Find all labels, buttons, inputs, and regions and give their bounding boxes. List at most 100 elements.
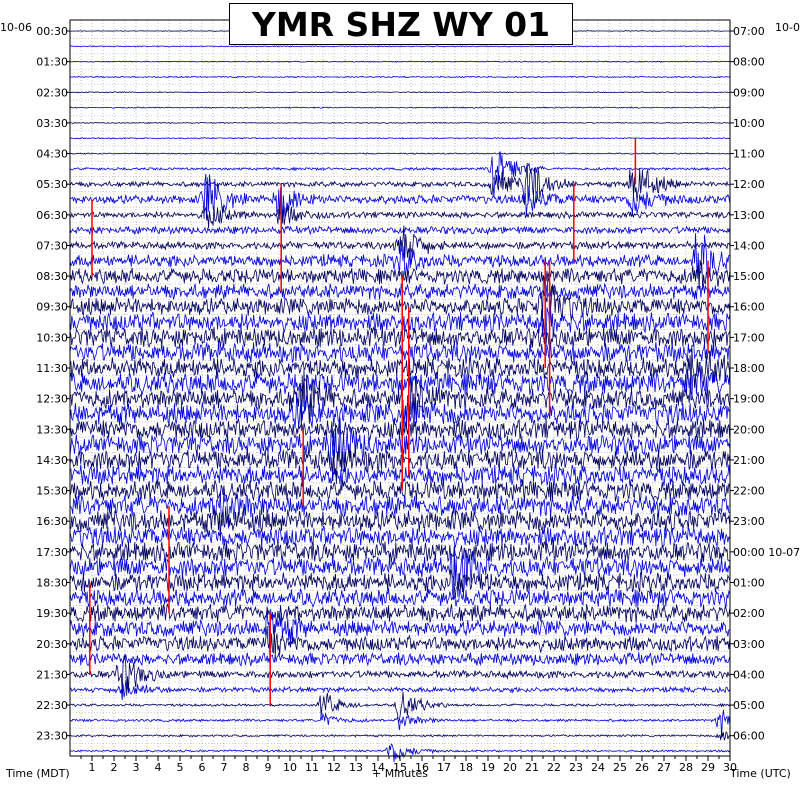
seismogram-trace (69, 225, 731, 265)
seismogram-trace (69, 306, 731, 347)
x-tick-label: 26 (635, 761, 649, 774)
right-time-label: 23:00 (733, 515, 765, 528)
seismogram-trace (69, 569, 731, 599)
right-time-label: 06:00 (733, 730, 765, 743)
seismogram-trace (69, 151, 730, 198)
left-time-label: 14:30 (36, 454, 68, 467)
event-markers (89, 138, 709, 706)
right-time-label: 02:00 (733, 607, 765, 620)
seismogram-trace (69, 602, 731, 623)
left-time-label: 11:30 (36, 362, 68, 375)
left-time-label: 07:30 (36, 239, 68, 252)
x-tick-label: 29 (701, 761, 715, 774)
left-time-label: 12:30 (36, 393, 68, 406)
right-date-label: 10-0 (775, 21, 800, 34)
x-tick-label: 13 (349, 761, 363, 774)
x-tick-label: 8 (243, 761, 250, 774)
x-axis-title: + Minutes (372, 767, 428, 780)
seismogram-trace (70, 368, 731, 431)
seismogram-trace (69, 282, 730, 301)
seismogram-trace (69, 709, 731, 738)
left-time-label: 17:30 (36, 546, 68, 559)
seismogram-trace (69, 274, 731, 322)
x-tick-label: 10 (283, 761, 297, 774)
x-tick-label: 30 (723, 761, 737, 774)
seismogram-trace (69, 106, 730, 109)
seismogram-trace (69, 464, 731, 487)
seismogram-trace (69, 91, 730, 94)
left-time-label: 01:30 (36, 56, 68, 69)
right-time-label: 00:00 10-07 (733, 546, 800, 559)
right-time-label: 11:00 (733, 148, 765, 161)
x-tick-label: 2 (111, 761, 118, 774)
left-time-label: 04:30 (36, 148, 68, 161)
seismogram-trace (69, 525, 731, 548)
left-time-label: 09:30 (36, 301, 68, 314)
left-time-label: 10:30 (36, 331, 68, 344)
seismogram-trace (69, 348, 731, 394)
right-time-label: 10:00 (733, 117, 765, 130)
seismogram-trace (69, 233, 730, 281)
right-time-label: 14:00 (733, 239, 765, 252)
x-tick-label: 18 (459, 761, 473, 774)
seismogram-trace (69, 136, 730, 140)
seismogram-trace (69, 45, 730, 48)
seismogram-trace (69, 326, 731, 349)
left-time-label: 19:30 (36, 607, 68, 620)
seismogram-trace (69, 545, 731, 599)
left-time-label: 08:30 (36, 270, 68, 283)
x-tick-label: 20 (503, 761, 517, 774)
right-time-label: 08:00 (733, 56, 765, 69)
x-tick-label: 27 (657, 761, 671, 774)
right-time-label: 12:00 (733, 178, 765, 191)
right-time-label: 07:00 (733, 25, 765, 38)
seismogram-trace (69, 652, 731, 667)
seismogram-trace (69, 608, 730, 659)
x-tick-label: 7 (221, 761, 228, 774)
seismogram-trace (69, 506, 731, 541)
left-time-label: 05:30 (36, 178, 68, 191)
seismogram-trace (69, 259, 731, 291)
seismogram-trace (69, 204, 731, 229)
seismogram-trace (69, 691, 731, 723)
x-tick-label: 9 (265, 761, 272, 774)
left-time-label: 13:30 (36, 423, 68, 436)
right-time-label: 09:00 (733, 86, 765, 99)
x-tick-label: 23 (569, 761, 583, 774)
right-time-label: 18:00 (733, 362, 765, 375)
x-tick-label: 6 (199, 761, 206, 774)
left-axis-ticks: 00:30 01:30 02:30 03:30 04:30 05:30 06:30 07:30… (36, 25, 70, 743)
x-tick-label: 3 (133, 761, 140, 774)
seismogram-trace (69, 491, 730, 529)
right-time-label: 19:00 (733, 393, 765, 406)
x-tick-label: 28 (679, 761, 693, 774)
right-time-label: 03:00 (733, 638, 765, 651)
x-tick-label: 16 (415, 761, 429, 774)
chart-title: YMR SHZ WY 01 (229, 3, 573, 45)
seismogram-trace (69, 680, 731, 701)
x-tick-label: 1 (89, 761, 96, 774)
seismogram-trace (69, 152, 730, 155)
right-time-label: 16:00 (733, 301, 765, 314)
seismogram-trace (69, 392, 731, 436)
right-time-label: 21:00 (733, 454, 765, 467)
right-time-label: 13:00 (733, 209, 765, 222)
seismogram-trace (69, 418, 731, 441)
seismogram-trace (69, 60, 730, 63)
left-time-label: 00:30 (36, 25, 68, 38)
seismogram-trace (69, 743, 731, 763)
right-time-label: 01:00 (733, 576, 765, 589)
x-tick-label: 25 (613, 761, 627, 774)
right-time-label: 22:00 (733, 485, 765, 498)
right-time-label: 15:00 (733, 270, 765, 283)
seismogram-trace (69, 588, 731, 609)
seismogram-trace (69, 540, 731, 564)
seismogram-trace (69, 437, 731, 484)
x-axis-ticks: 1 2 3 4 5 6 7 8 9 10 11 12 13 14 15 16 17 18 19 20 21 22 23 24 2… (80, 756, 737, 774)
right-time-label: 05:00 (733, 699, 765, 712)
seismogram-trace (69, 340, 731, 364)
x-tick-label: 14 (371, 761, 385, 774)
seismogram-trace (69, 479, 731, 503)
seismogram-trace (69, 730, 730, 741)
